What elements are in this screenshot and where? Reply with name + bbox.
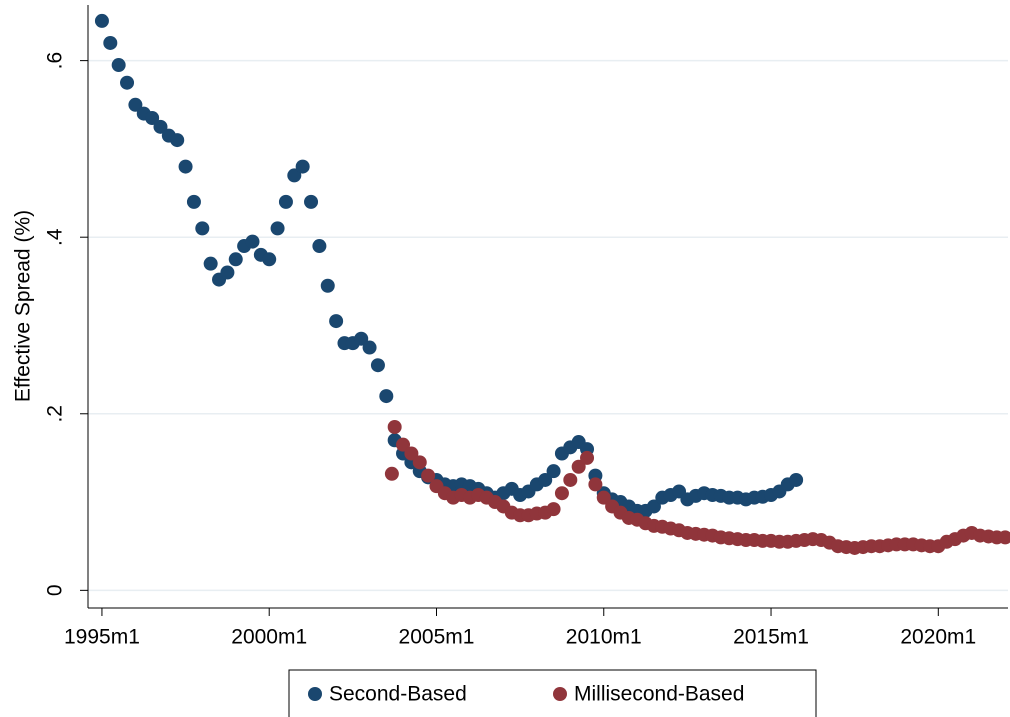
point — [546, 464, 561, 479]
point — [312, 239, 327, 254]
x-tick-label: 2005m1 — [399, 626, 475, 649]
point — [262, 252, 277, 267]
point — [145, 111, 160, 126]
point — [186, 194, 201, 209]
point — [596, 490, 611, 505]
point — [404, 446, 419, 461]
point — [998, 530, 1010, 545]
x-tick-label: 2015m1 — [733, 626, 809, 649]
legend-marker — [553, 687, 567, 701]
point — [111, 58, 126, 73]
point — [170, 133, 185, 148]
point — [554, 486, 569, 501]
point — [646, 499, 661, 514]
point — [203, 256, 218, 271]
point — [571, 459, 586, 474]
point — [412, 455, 427, 470]
point — [370, 358, 385, 373]
point — [128, 97, 143, 112]
point — [396, 437, 411, 452]
point — [120, 75, 135, 90]
legend-marker — [308, 687, 322, 701]
legend-label: Millisecond-Based — [574, 683, 744, 706]
point — [563, 472, 578, 487]
point — [421, 468, 436, 483]
point — [295, 159, 310, 174]
point — [103, 35, 118, 50]
point — [195, 221, 210, 236]
point — [546, 502, 561, 517]
point — [278, 194, 293, 209]
point — [178, 159, 193, 174]
point — [320, 278, 335, 293]
point — [329, 314, 344, 329]
point — [354, 331, 369, 346]
x-tick-label: 2000m1 — [231, 626, 307, 649]
y-tick-label: .4 — [44, 228, 67, 246]
point — [153, 119, 168, 134]
point — [538, 472, 553, 487]
x-tick-label: 1995m1 — [64, 626, 140, 649]
point — [228, 252, 243, 267]
point — [220, 265, 235, 280]
point — [270, 221, 285, 236]
point — [287, 168, 302, 183]
point — [580, 450, 595, 465]
y-tick-label: .6 — [44, 52, 67, 70]
point — [304, 194, 319, 209]
point — [789, 472, 804, 487]
y-tick-label: 0 — [44, 584, 67, 596]
point — [387, 420, 402, 435]
point — [588, 477, 603, 492]
point — [384, 466, 399, 481]
y-axis-title: Effective Spread (%) — [12, 210, 35, 402]
point — [94, 13, 109, 28]
point — [362, 340, 377, 355]
x-tick-label: 2020m1 — [900, 626, 976, 649]
point — [245, 234, 260, 249]
legend-box — [288, 669, 817, 717]
point — [379, 389, 394, 404]
x-tick-label: 2010m1 — [566, 626, 642, 649]
legend-label: Second-Based — [329, 683, 467, 706]
y-tick-label: .2 — [44, 405, 67, 423]
